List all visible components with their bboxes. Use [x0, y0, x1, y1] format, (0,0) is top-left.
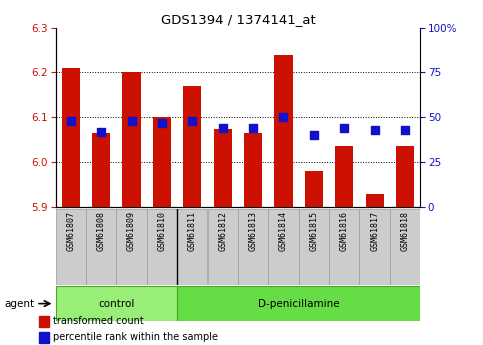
Bar [122, 72, 141, 207]
Bar [238, 209, 268, 285]
Text: GSM61808: GSM61808 [97, 211, 106, 251]
Point [158, 120, 166, 126]
Text: GSM61815: GSM61815 [309, 211, 318, 251]
Bar [390, 209, 420, 285]
Bar [268, 209, 298, 285]
Point [401, 127, 409, 132]
Text: control: control [98, 299, 134, 308]
Bar [208, 209, 238, 285]
Bar [329, 209, 359, 285]
Text: GSM61817: GSM61817 [370, 211, 379, 251]
Point [310, 132, 318, 138]
Text: D-penicillamine: D-penicillamine [258, 299, 340, 308]
Text: GSM61807: GSM61807 [66, 211, 75, 251]
Bar [244, 133, 262, 207]
Point [341, 125, 348, 131]
Bar [366, 194, 384, 207]
Text: GSM61818: GSM61818 [400, 211, 410, 251]
Text: transformed count: transformed count [53, 316, 143, 326]
Point [128, 118, 135, 124]
Bar [305, 171, 323, 207]
Text: agent: agent [4, 299, 35, 308]
Text: GSM61809: GSM61809 [127, 211, 136, 251]
Bar [62, 68, 80, 207]
Bar [56, 209, 86, 285]
Point [219, 125, 227, 131]
Bar [183, 86, 201, 207]
Text: GSM61812: GSM61812 [218, 211, 227, 251]
Point [97, 129, 105, 135]
Bar [213, 128, 232, 207]
Text: GSM61814: GSM61814 [279, 211, 288, 251]
Bar [177, 209, 208, 285]
Text: GSM61811: GSM61811 [188, 211, 197, 251]
Bar [147, 209, 177, 285]
Text: GSM61810: GSM61810 [157, 211, 167, 251]
Bar [39, 332, 49, 343]
Point [371, 127, 379, 132]
Bar [359, 209, 390, 285]
Bar [153, 117, 171, 207]
Point [188, 118, 196, 124]
Bar [92, 133, 110, 207]
Text: GSM61813: GSM61813 [249, 211, 257, 251]
Bar [56, 286, 177, 321]
Bar [116, 209, 147, 285]
Point [249, 125, 257, 131]
Bar [39, 316, 49, 327]
Bar [335, 146, 354, 207]
Point [280, 115, 287, 120]
Text: GSM61816: GSM61816 [340, 211, 349, 251]
Bar [177, 286, 420, 321]
Bar [298, 209, 329, 285]
Bar [396, 146, 414, 207]
Point [67, 118, 74, 124]
Bar [86, 209, 116, 285]
Bar [274, 55, 293, 207]
Title: GDS1394 / 1374141_at: GDS1394 / 1374141_at [160, 13, 315, 27]
Text: percentile rank within the sample: percentile rank within the sample [53, 332, 218, 342]
